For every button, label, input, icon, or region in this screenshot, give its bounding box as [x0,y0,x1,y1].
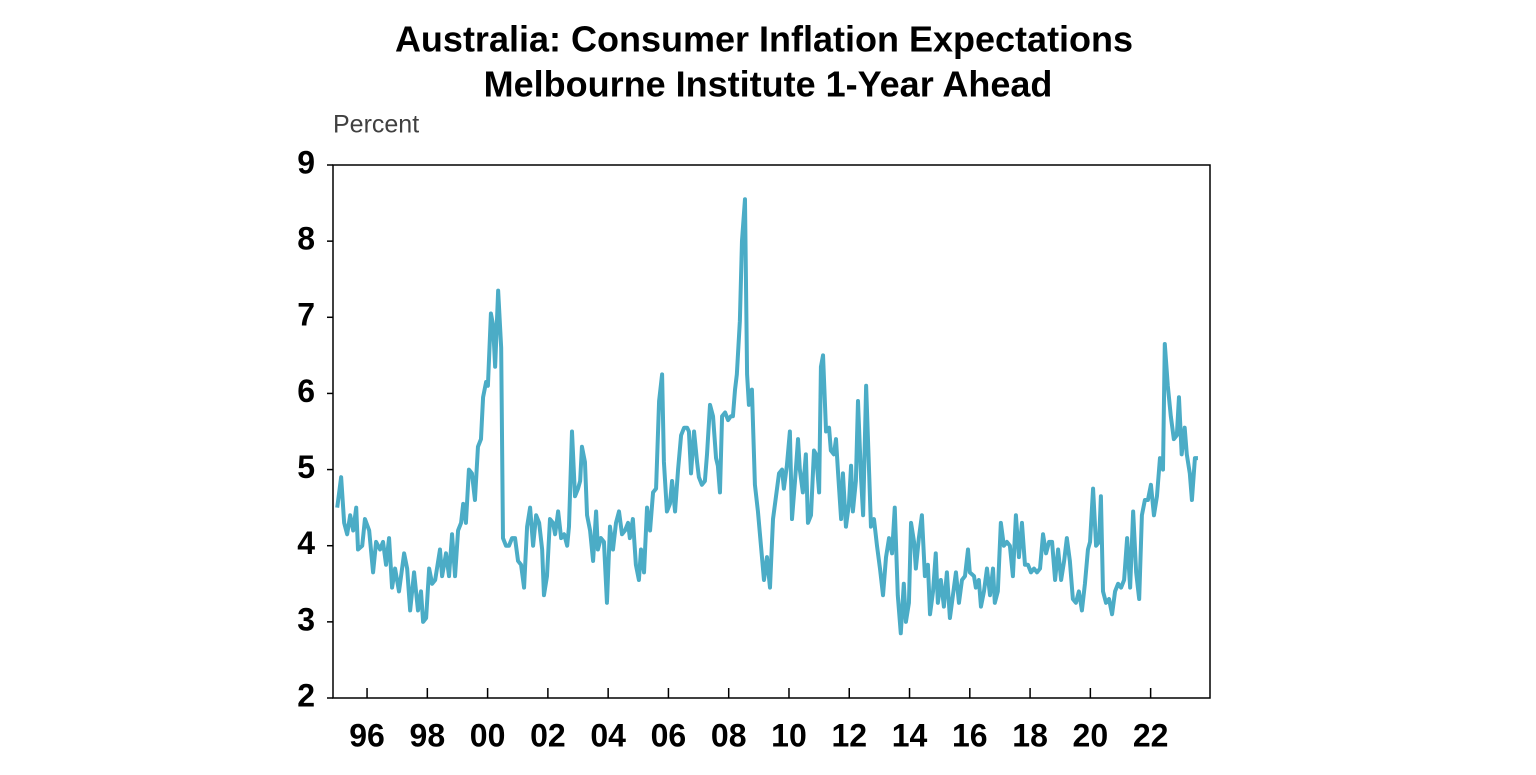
x-tick-label: 20 [1073,717,1109,753]
y-tick-label: 9 [297,144,315,180]
x-tick-label: 10 [771,717,807,753]
x-tick-label: 08 [711,717,747,753]
x-tick-label: 96 [349,717,385,753]
x-tick-label: 16 [952,717,988,753]
x-tick-label: 98 [410,717,446,753]
y-tick-label: 8 [297,221,315,257]
chart-title: Australia: Consumer Inflation Expectatio… [395,19,1133,60]
y-tick-label: 5 [297,449,315,485]
y-axis-label: Percent [333,111,419,139]
chart-subtitle: Melbourne Institute 1-Year Ahead [484,64,1053,105]
x-tick-label: 12 [831,717,867,753]
plot-frame [332,164,1211,699]
y-tick-label: 6 [297,373,315,409]
x-tick-label: 04 [590,717,626,753]
x-tick-label: 00 [470,717,506,753]
y-tick-label: 2 [297,677,315,713]
x-tick-label: 22 [1133,717,1169,753]
x-tick-label: 06 [651,717,687,753]
x-tick-label: 14 [892,717,928,753]
y-tick-label: 3 [297,601,315,637]
data-line [335,197,1198,636]
y-tick-label: 4 [297,525,315,561]
y-tick-label: 7 [297,297,315,333]
x-tick-label: 18 [1012,717,1048,753]
x-tick-label: 02 [530,717,566,753]
